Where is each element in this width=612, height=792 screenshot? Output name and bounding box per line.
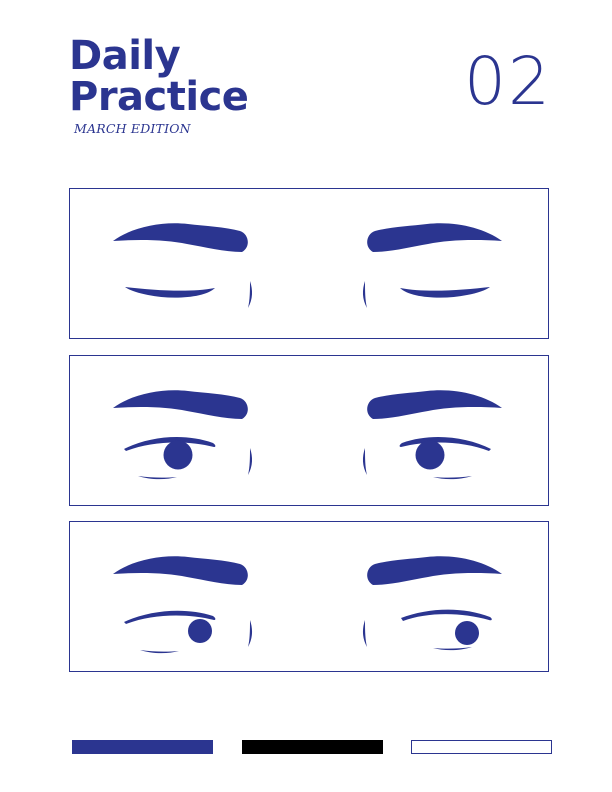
left-iris: [188, 619, 212, 643]
right-lower-lid: [433, 647, 472, 651]
open-eyes-illustration: [113, 390, 502, 480]
eye-panel-open: [69, 355, 549, 506]
left-lower-lid: [138, 476, 177, 480]
right-eyebrow: [367, 390, 502, 419]
eye-panel-looking-right: [69, 521, 549, 672]
right-nose-line: [362, 448, 367, 475]
right-nose-line: [362, 281, 367, 308]
right-iris: [455, 621, 479, 645]
issue-number: 02: [464, 43, 552, 120]
left-eyebrow: [113, 390, 248, 419]
right-eye-closed-lid: [400, 287, 490, 298]
left-iris: [163, 440, 193, 470]
right-eyebrow: [367, 223, 502, 252]
left-nose-line: [248, 620, 253, 647]
footer-bar-blue: [72, 740, 213, 754]
left-upper-lid: [124, 437, 216, 451]
left-eyebrow: [113, 556, 248, 585]
left-eye-closed-lid: [125, 287, 215, 298]
footer-bar-outline: [411, 740, 552, 754]
right-upper-lid: [399, 437, 491, 451]
right-lower-lid: [433, 476, 472, 480]
right-upper-lid: [401, 609, 492, 621]
edition-subtitle: MARCH EDITION: [74, 121, 191, 136]
left-eyebrow: [113, 223, 248, 252]
title-line-1: Daily: [69, 33, 181, 79]
left-upper-lid: [124, 610, 216, 624]
left-nose-line: [248, 448, 253, 475]
footer-bar-black: [242, 740, 383, 754]
closed-eyes-illustration: [113, 223, 502, 308]
page-title: Daily Practice: [69, 33, 249, 120]
eye-panel-closed: [69, 188, 549, 339]
left-lower-lid: [140, 650, 179, 654]
right-eyebrow: [367, 556, 502, 585]
left-nose-line: [248, 281, 253, 308]
title-line-2: Practice: [69, 74, 249, 120]
right-nose-line: [362, 620, 367, 647]
looking-right-eyes-illustration: [113, 556, 502, 654]
right-iris: [415, 440, 445, 470]
